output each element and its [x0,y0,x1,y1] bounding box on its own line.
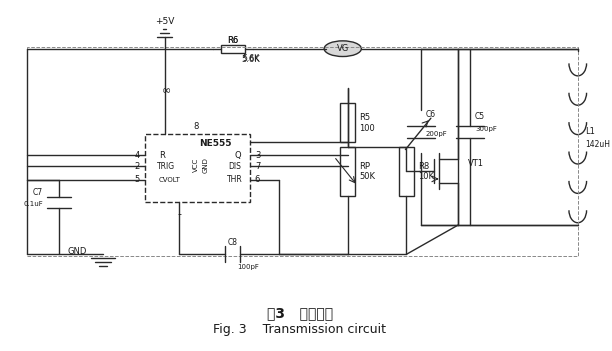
Text: Fig. 3    Transmission circuit: Fig. 3 Transmission circuit [213,323,386,336]
Text: +5V: +5V [155,17,174,26]
Text: 50K: 50K [359,172,375,181]
Text: CVOLT: CVOLT [159,177,181,183]
Text: 100pF: 100pF [237,264,259,270]
Text: GND: GND [203,157,209,173]
Text: 5.6K: 5.6K [241,55,259,64]
Text: C6: C6 [426,110,436,119]
Text: 10K: 10K [418,172,434,181]
Text: VCC: VCC [193,158,199,172]
Bar [145,134,250,203]
Bar [340,102,356,142]
Text: 7: 7 [255,162,260,171]
Bar [340,147,356,196]
Text: TRIG: TRIG [157,162,176,171]
Text: 3: 3 [255,151,260,160]
Text: 6: 6 [255,176,260,184]
Text: 0.1uF: 0.1uF [23,201,43,207]
Text: VG: VG [337,44,349,53]
Text: R6: R6 [228,37,239,45]
Text: C5: C5 [475,112,485,121]
Text: C8: C8 [228,238,237,247]
Bar [222,45,245,53]
Bar [398,147,414,196]
Text: VT1: VT1 [468,159,484,168]
Text: RP: RP [359,162,370,171]
Bar [28,47,578,256]
Text: -: - [177,209,181,219]
Text: R5: R5 [359,113,370,122]
Text: NE555: NE555 [200,139,232,148]
Text: 142uH: 142uH [586,140,611,149]
Ellipse shape [324,41,361,57]
Text: L1: L1 [586,127,595,137]
Text: 200pF: 200pF [426,131,448,137]
Text: 100: 100 [359,124,375,133]
Text: R8: R8 [418,162,430,171]
Text: DIS: DIS [229,162,242,171]
Text: 4: 4 [135,151,140,160]
Text: THR: THR [227,176,243,184]
Text: 8: 8 [193,121,198,131]
Text: R6: R6 [228,37,239,45]
Text: GND: GND [68,247,87,256]
Text: C7: C7 [33,188,43,197]
Text: 2: 2 [135,162,140,171]
Text: R: R [160,151,165,160]
Text: 300pF: 300pF [475,126,497,132]
Text: 5.6K: 5.6K [243,54,260,63]
Text: Q: Q [234,151,241,160]
Text: 5: 5 [135,176,140,184]
Text: ∞: ∞ [162,86,171,96]
Text: 图3   发射电路: 图3 发射电路 [267,306,333,320]
